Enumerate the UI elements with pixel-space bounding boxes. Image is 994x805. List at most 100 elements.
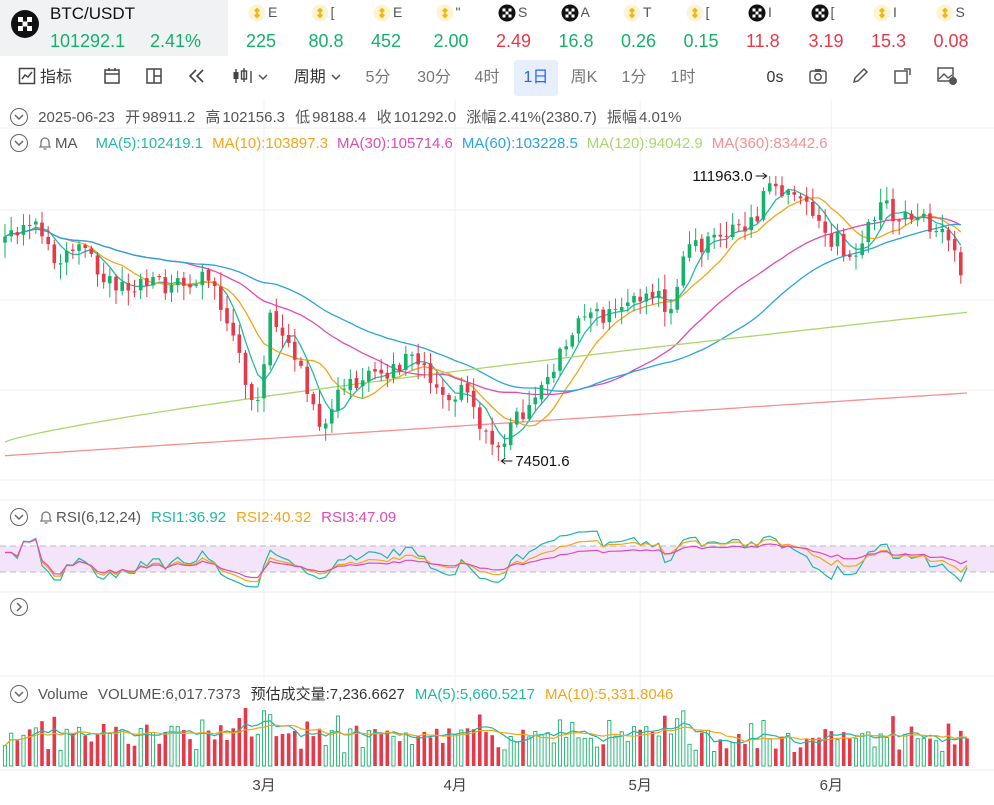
low-annotation: 74501.6 (515, 453, 569, 470)
candle-body (712, 234, 716, 238)
ticker-item[interactable]: T 0.26 (609, 0, 671, 56)
volume-bar (145, 724, 149, 766)
volume-bar (219, 725, 223, 766)
candle-body (558, 348, 562, 371)
ticker-item[interactable]: [3.19 (797, 0, 859, 56)
bnb-icon (623, 4, 641, 22)
candle-body (909, 213, 914, 220)
candle-body (786, 190, 790, 195)
candle-body (718, 234, 723, 237)
collapse-toggle[interactable] (10, 108, 28, 126)
chart-type-dropdown[interactable] (226, 60, 274, 96)
volume-bar (305, 721, 309, 766)
rsi-line-3 (5, 538, 968, 579)
period-dropdown[interactable]: 周期 (286, 60, 350, 96)
ticker-item[interactable]: E 225 (234, 0, 296, 56)
calendar-tool[interactable] (98, 60, 126, 96)
interval-tab[interactable]: 4时 (474, 69, 500, 86)
volume-bar (348, 728, 353, 767)
candle-body (700, 238, 704, 253)
candle-body (262, 364, 266, 399)
volume-bar (484, 732, 488, 766)
interval-tab[interactable]: 5分 (365, 69, 391, 86)
ticker-item[interactable]: I 15.3 (859, 0, 921, 56)
ticker-value: 0.15 (683, 31, 719, 51)
ticker-item[interactable]: S 0.08 (922, 0, 984, 56)
ticker-item[interactable]: E 452 (359, 0, 421, 56)
volume-bar (311, 736, 316, 766)
ticker-item[interactable]: S 2.49 (484, 0, 546, 56)
volume-bar (391, 735, 396, 767)
ticker-name: S (518, 4, 528, 20)
volume-bar (478, 714, 482, 766)
collapse-toggle[interactable] (10, 685, 28, 703)
candle-body (114, 276, 118, 291)
volume-bar (58, 749, 63, 767)
candle-body (829, 233, 834, 247)
volume-bar (335, 715, 341, 767)
volume-bar (940, 750, 945, 767)
volume-bar (33, 727, 38, 767)
candle-body (46, 237, 50, 245)
candle-body (27, 225, 32, 226)
bnb-icon (311, 4, 328, 22)
ticker-item[interactable]: I 11.8 (734, 0, 796, 56)
volume-bar (921, 737, 926, 767)
volume-bar (724, 748, 729, 766)
volume-bar (576, 737, 581, 767)
volume-bar (952, 744, 957, 766)
ohlc-low: 98188.4 (312, 109, 367, 126)
volume-bar (323, 745, 328, 767)
interval-tab[interactable]: 30分 (417, 69, 451, 86)
volume-bar (915, 738, 920, 767)
volume-bar (354, 725, 359, 766)
candle-body (706, 236, 710, 253)
candle-body (256, 400, 260, 402)
candle-body (391, 363, 396, 378)
candle-body (656, 290, 661, 298)
interval-tab[interactable]: 1分 (621, 69, 647, 86)
candle-body (570, 335, 575, 347)
ticker-item[interactable]: " 2.00 (422, 0, 484, 56)
interval-tab[interactable]: 1时 (670, 69, 696, 86)
settings-button[interactable] (932, 60, 962, 96)
candle-body (817, 214, 821, 221)
expand-button[interactable] (888, 60, 916, 96)
indicators-button[interactable]: 指标 (10, 60, 80, 96)
chevron-down-icon (331, 74, 341, 81)
volume-bar (27, 729, 32, 766)
ticker-item[interactable]: [80.8 (297, 0, 359, 56)
volume-estimate: 预估成交量:7,236.6627 (250, 686, 405, 703)
pair-symbol: BTC/USDT (50, 4, 135, 23)
volume-bar (385, 730, 390, 766)
volume-bar (428, 737, 433, 766)
candle-body (681, 256, 686, 286)
pair-selector[interactable]: BTC/USDT 101292.1 2.41% (0, 0, 228, 56)
expand-toggle[interactable] (10, 598, 28, 616)
candle-body (397, 364, 402, 372)
collapse-toggle[interactable] (10, 134, 28, 152)
volume-bar (379, 732, 383, 766)
volume-bar (182, 730, 186, 766)
layout-tool[interactable] (140, 60, 168, 96)
ticker-item[interactable]: [0.15 (672, 0, 734, 56)
volume-bar (261, 710, 267, 767)
volume-bar (274, 736, 279, 766)
draw-tool-button[interactable] (846, 60, 874, 96)
countdown-label: 0s (766, 69, 784, 86)
ohlc-high: 102156.3 (222, 109, 285, 126)
interval-tab[interactable]: 周K (570, 69, 598, 86)
ohlc-close: 101292.0 (393, 109, 457, 126)
volume-bar (631, 726, 637, 767)
interval-tab[interactable]: 1日 (514, 60, 558, 96)
screenshot-button[interactable] (804, 60, 832, 96)
ticker-item[interactable]: A 16.8 (547, 0, 609, 56)
candle-body (441, 387, 445, 395)
bell-icon[interactable] (38, 509, 54, 525)
bell-icon[interactable] (37, 135, 53, 151)
replay-tool[interactable] (183, 60, 211, 96)
collapse-toggle[interactable] (10, 508, 28, 526)
candle-body (632, 296, 636, 303)
candle-body (595, 308, 599, 312)
